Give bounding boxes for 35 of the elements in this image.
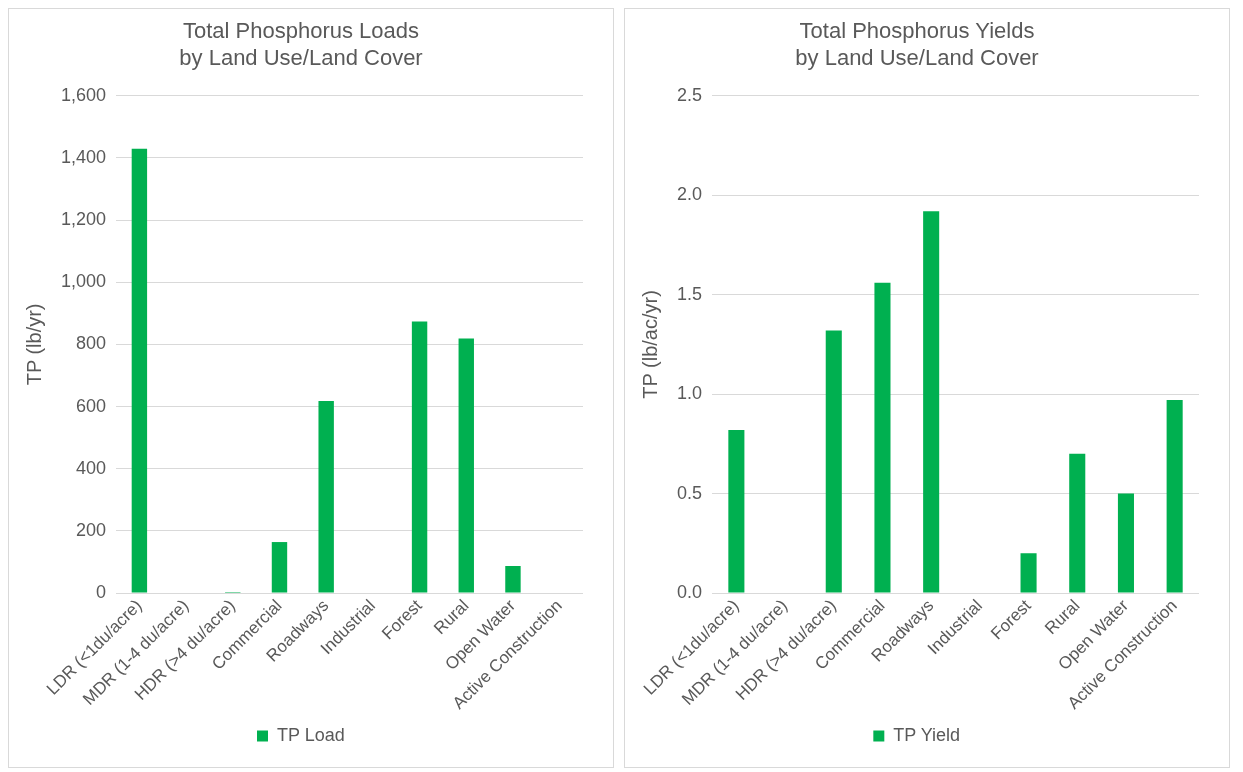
y-tick-label: 2.5	[676, 84, 703, 105]
y-tick-label: 400	[76, 457, 107, 478]
bar	[1020, 553, 1037, 593]
y-axis-title: TP (lb/ac/yr)	[638, 290, 661, 399]
y-tick-label: 800	[76, 333, 107, 354]
bar	[1069, 453, 1086, 593]
bar	[505, 565, 521, 593]
y-tick-label: 1,600	[61, 84, 107, 105]
y-tick-label: 2.0	[676, 184, 703, 205]
y-tick-label: 1,000	[61, 271, 107, 292]
bar	[458, 338, 474, 593]
bar	[1166, 400, 1183, 593]
y-tick-label: 0.5	[676, 482, 703, 503]
bar	[131, 148, 148, 593]
bar	[1117, 493, 1134, 593]
y-tick-label: 1.0	[676, 383, 703, 404]
y-tick-label: 0.0	[676, 581, 703, 602]
bar	[411, 321, 428, 593]
legend-label: TP Load	[276, 724, 345, 745]
y-tick-label: 1,200	[61, 209, 107, 230]
bar	[874, 282, 891, 593]
bar	[923, 211, 940, 593]
legend-label: TP Yield	[893, 724, 961, 745]
bar	[728, 429, 745, 593]
chart-title: Total Phosphorus Loads by Land Use/Land Cover	[179, 18, 423, 70]
y-axis-title: TP (lb/yr)	[22, 303, 45, 386]
y-tick-label: 200	[76, 519, 107, 540]
y-tick-label: 0	[96, 581, 107, 602]
bar	[825, 330, 842, 593]
bar	[271, 542, 288, 593]
bar	[318, 400, 334, 593]
chart-title: Total Phosphorus Yields by Land Use/Land Cover	[795, 18, 1039, 70]
y-tick-label: 1.5	[676, 283, 703, 304]
y-tick-label: 1,400	[61, 146, 107, 167]
y-tick-label: 600	[76, 395, 107, 416]
